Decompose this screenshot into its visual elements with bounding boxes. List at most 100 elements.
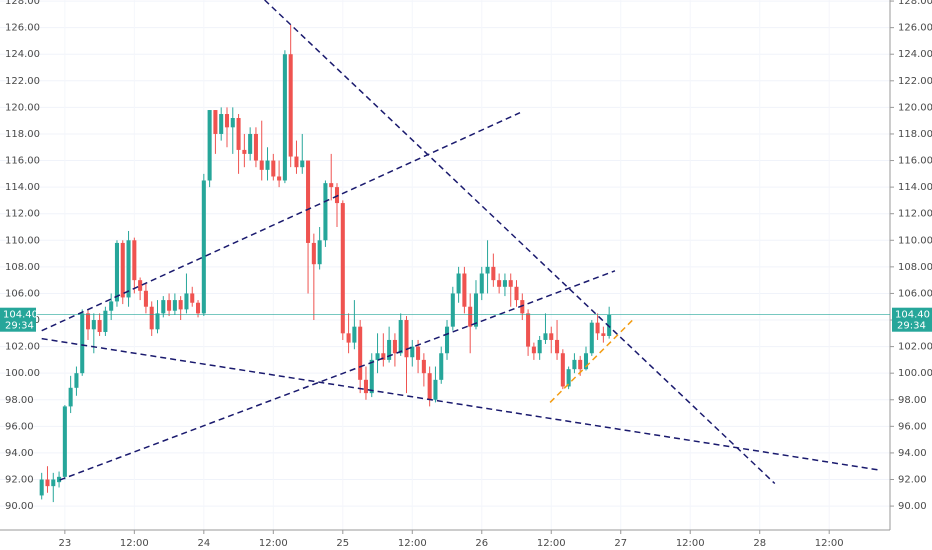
price-tag <box>892 307 932 332</box>
y-tick-label: 110.00 <box>898 235 932 246</box>
candle-body <box>167 300 172 311</box>
candle-body <box>138 280 143 291</box>
y-tick-label: 98.00 <box>898 395 927 406</box>
countdown: 29:34 <box>897 321 926 332</box>
candle-body <box>265 160 270 170</box>
x-tick-label: 12:00 <box>815 538 844 549</box>
candle-body <box>68 387 73 407</box>
candle-body <box>91 320 96 330</box>
x-tick-label: 24 <box>197 538 210 549</box>
y-tick-label: 120.00 <box>898 102 932 113</box>
y-tick-label: 90.00 <box>5 501 34 512</box>
candle-body <box>427 373 432 400</box>
candle-body <box>346 333 351 343</box>
candle-body <box>520 300 525 314</box>
y-tick-label: 106.00 <box>5 288 40 299</box>
trend-line <box>59 270 616 481</box>
y-tick-label: 126.00 <box>898 23 932 34</box>
trend-line <box>264 0 776 485</box>
y-tick-label: 118.00 <box>898 129 932 140</box>
price-tag <box>0 307 36 332</box>
y-tick-label: 122.00 <box>898 76 932 87</box>
candle-body <box>288 54 293 157</box>
y-tick-label: 114.00 <box>5 182 40 193</box>
candle-body <box>271 160 276 177</box>
candle-body <box>416 346 421 360</box>
candle-body <box>155 313 160 330</box>
trend-line <box>41 112 521 332</box>
candle-body <box>120 242 125 298</box>
candle-body <box>456 273 461 294</box>
candle-body <box>149 306 154 330</box>
candle-body <box>172 300 177 311</box>
candle-body <box>161 300 166 314</box>
y-tick-label: 108.00 <box>5 262 40 273</box>
candle-body <box>97 320 102 332</box>
candle-body <box>132 240 137 281</box>
candle-body <box>543 333 548 340</box>
candle-body <box>57 476 62 483</box>
candle-body <box>526 313 531 347</box>
candle-body <box>213 110 218 134</box>
candle-body <box>277 176 282 181</box>
y-tick-label: 92.00 <box>898 474 927 485</box>
y-tick-label: 102.00 <box>5 342 40 353</box>
x-tick-label: 28 <box>753 538 766 549</box>
candle-body <box>352 326 357 343</box>
y-tick-label: 124.00 <box>5 49 40 60</box>
candle-body <box>329 183 334 188</box>
y-tick-label: 96.00 <box>898 421 927 432</box>
candle-body <box>560 353 565 387</box>
y-tick-label: 128.00 <box>5 0 40 7</box>
y-tick-label: 126.00 <box>5 23 40 34</box>
candle-body <box>282 54 287 181</box>
x-tick-label: 26 <box>475 538 488 549</box>
x-tick-label: 12:00 <box>120 538 149 549</box>
y-tick-label: 92.00 <box>5 474 34 485</box>
candle-body <box>404 320 409 358</box>
candle-body <box>387 339 392 360</box>
candle-body <box>537 339 542 354</box>
candle-body <box>601 333 606 336</box>
y-tick-label: 94.00 <box>898 448 927 459</box>
candle-body <box>196 302 201 314</box>
y-tick-label: 120.00 <box>5 102 40 113</box>
candle-body <box>253 133 258 161</box>
candle-body <box>45 479 50 487</box>
candle-body <box>439 353 444 380</box>
candle-body <box>572 359 577 370</box>
x-tick-label: 12:00 <box>676 538 705 549</box>
candle-body <box>363 379 368 394</box>
candle-body <box>589 322 594 354</box>
candle-body <box>201 180 206 314</box>
candle-body <box>114 242 119 302</box>
candle-body <box>595 322 600 334</box>
y-tick-label: 116.00 <box>5 156 40 167</box>
candle-body <box>224 114 230 128</box>
candle-body <box>306 160 311 243</box>
y-tick-label: 122.00 <box>5 76 40 87</box>
candle-body <box>62 406 67 477</box>
candle-body <box>549 333 554 340</box>
candle-body <box>317 240 322 265</box>
candle-body <box>514 286 519 301</box>
candle-body <box>410 346 415 358</box>
candle-body <box>479 273 484 294</box>
price-label: 104.40 <box>3 310 38 321</box>
y-tick-label: 102.00 <box>898 342 932 353</box>
candle-body <box>39 479 44 496</box>
candle-body <box>392 339 397 354</box>
y-tick-label: 112.00 <box>898 209 932 220</box>
y-tick-label: 108.00 <box>898 262 932 273</box>
candle-body <box>311 242 316 265</box>
x-tick-label: 27 <box>614 538 627 549</box>
y-tick-label: 100.00 <box>5 368 40 379</box>
x-tick-label: 12:00 <box>398 538 427 549</box>
candle-body <box>190 293 195 303</box>
candle-body <box>462 273 467 307</box>
y-tick-label: 118.00 <box>5 129 40 140</box>
candle-body <box>381 353 386 360</box>
y-tick-label: 100.00 <box>898 368 932 379</box>
y-tick-label: 98.00 <box>5 395 34 406</box>
